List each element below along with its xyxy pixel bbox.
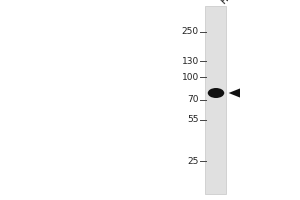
- Text: 55: 55: [188, 116, 199, 124]
- Text: H.blood plasma: H.blood plasma: [220, 0, 276, 6]
- Polygon shape: [229, 88, 240, 98]
- Bar: [206, 6, 226, 194]
- Text: 130: 130: [182, 56, 199, 66]
- Text: 70: 70: [188, 96, 199, 104]
- Text: 100: 100: [182, 72, 199, 82]
- Text: 25: 25: [188, 156, 199, 166]
- Ellipse shape: [208, 88, 224, 98]
- Text: 250: 250: [182, 27, 199, 36]
